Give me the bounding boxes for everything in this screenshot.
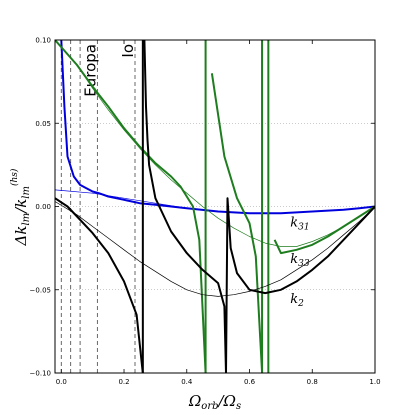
x-tick-label-4: 0.8 bbox=[307, 378, 318, 386]
y-axis-label: Δklm/klm(hs) bbox=[9, 168, 32, 246]
series-line-1 bbox=[55, 189, 375, 214]
series-line-4 bbox=[55, 40, 375, 373]
axis-ticks: 0.0 0.2 0.4 0.6 0.8 1.0 0.10 0.05 0.00 −0.05 −0.10 bbox=[30, 37, 381, 387]
curve-label-0-sub: 31 bbox=[298, 222, 309, 232]
y-axis-label-sub: lm bbox=[21, 213, 32, 226]
series-line-5 bbox=[55, 201, 375, 297]
x-tick-label-1: 0.2 bbox=[118, 378, 129, 386]
y-tick-label-2: 0.00 bbox=[35, 203, 51, 211]
curve-label-1-sub: 33 bbox=[298, 259, 310, 269]
x-axis-label-sep: /Ω bbox=[217, 392, 237, 410]
moon-label-0: Europa bbox=[81, 44, 99, 97]
x-axis-label-main: Ω bbox=[188, 392, 201, 410]
curve-label-2-sub: 2 bbox=[297, 299, 304, 309]
y-axis-label-main: Δk bbox=[12, 226, 30, 247]
y-tick-label-0: 0.10 bbox=[35, 37, 51, 45]
y-axis-label-sep: /k bbox=[12, 199, 30, 215]
x-axis-label: Ωorb/Ωs bbox=[188, 392, 241, 412]
grid-lines bbox=[55, 122, 375, 291]
y-tick-label-3: −0.05 bbox=[30, 286, 51, 294]
x-tick-label-0: 0.0 bbox=[56, 378, 67, 386]
x-tick-label-3: 0.6 bbox=[244, 378, 256, 386]
curve-label-2: k2 bbox=[290, 292, 304, 309]
x-axis-label-sub1: orb bbox=[201, 401, 218, 412]
curve-label-1-main: k bbox=[290, 252, 298, 267]
moon-label-1: Io bbox=[119, 44, 137, 58]
curve-label-0-main: k bbox=[290, 215, 298, 230]
curve-label-2-main: k bbox=[290, 292, 298, 307]
x-axis-label-sub2: s bbox=[236, 401, 241, 412]
y-axis-label-sub2: lm bbox=[21, 186, 32, 199]
series-line-3 bbox=[55, 40, 375, 247]
y-tick-label-4: −0.10 bbox=[30, 370, 51, 378]
y-tick-label-1: 0.05 bbox=[35, 120, 51, 128]
x-tick-label-5: 1.0 bbox=[369, 378, 380, 386]
moon-markers: Europa Io bbox=[60, 40, 137, 373]
x-tick-label-2: 0.4 bbox=[181, 378, 193, 386]
curve-label-1: k33 bbox=[290, 252, 310, 269]
series-lines bbox=[55, 40, 375, 373]
curve-label-0: k31 bbox=[290, 215, 309, 232]
y-axis-label-sup: (hs) bbox=[9, 168, 20, 186]
